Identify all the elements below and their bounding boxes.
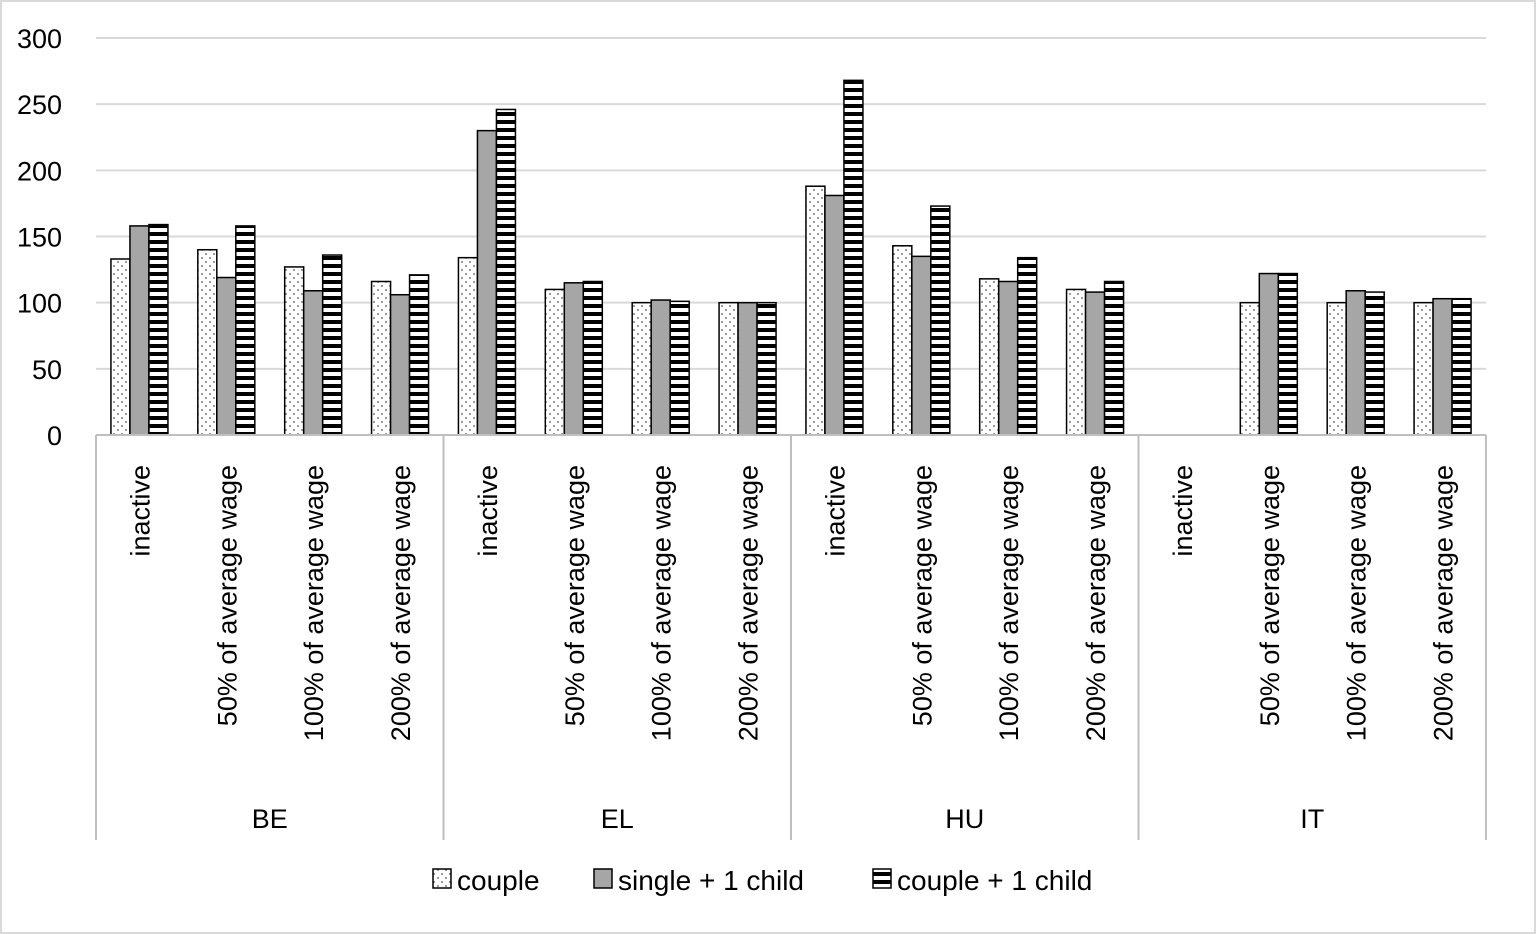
bar-single-1-child xyxy=(1432,297,1453,436)
bar-single-1-child xyxy=(650,299,671,436)
bar-couple-1-child xyxy=(582,280,604,436)
bar-couple-1-child xyxy=(148,223,169,436)
category-label: 50% of average wage xyxy=(212,465,242,726)
category-label: inactive xyxy=(125,465,155,557)
group-labels: BE EL HU IT xyxy=(252,804,1325,834)
bar-single-1-child xyxy=(476,129,498,436)
legend-swatch xyxy=(593,868,613,889)
bar-couple-1-child xyxy=(1277,272,1299,436)
bar-couple xyxy=(457,256,479,436)
bar-couple-1-child xyxy=(408,274,430,436)
bar-single-1-child xyxy=(302,290,324,436)
bar-single-1-child xyxy=(1084,291,1106,436)
bar-couple xyxy=(805,185,826,436)
bar-single-1-child xyxy=(129,225,150,436)
y-tick-label: 200 xyxy=(17,156,62,186)
y-tick-label: 100 xyxy=(17,289,62,319)
bar-single-1-child xyxy=(911,255,932,436)
x-axis xyxy=(95,434,1487,840)
category-label: 200% of average wage xyxy=(1081,465,1111,741)
category-label: inactive xyxy=(820,465,850,557)
category-label: 100% of average wage xyxy=(647,465,677,741)
category-label: 50% of average wage xyxy=(1255,465,1285,726)
bar-couple xyxy=(1413,301,1434,436)
y-tick-label: 250 xyxy=(17,90,62,120)
bar-single-1-child xyxy=(1345,290,1366,436)
bar-couple-1-child xyxy=(1103,280,1125,436)
category-label: 50% of average wage xyxy=(907,465,937,726)
bar-single-1-child xyxy=(216,276,237,436)
bar-single-1-child xyxy=(1258,272,1280,436)
category-label: inactive xyxy=(473,465,503,557)
y-axis-ticks: 0 50 100 150 200 250 300 xyxy=(17,24,62,451)
bar-couple xyxy=(892,245,913,436)
group-label: BE xyxy=(252,804,288,834)
bar-couple-1-child xyxy=(843,79,864,436)
bar-single-1-child xyxy=(563,282,585,436)
y-tick-label: 50 xyxy=(32,355,62,385)
category-label: inactive xyxy=(1168,465,1198,557)
bar-couple xyxy=(631,301,652,436)
category-labels: inactive 50% of average wage 100% of avera… xyxy=(125,465,1458,741)
bar-single-1-child xyxy=(997,280,1019,436)
legend: couple single + 1 child couple + 1 child xyxy=(432,865,1092,896)
category-label: 200% of average wage xyxy=(1429,465,1459,741)
bar-couple xyxy=(1239,301,1261,436)
bar-couple xyxy=(283,266,305,436)
y-tick-label: 150 xyxy=(17,223,62,253)
y-tick-label: 300 xyxy=(17,24,62,54)
bar-couple xyxy=(1326,301,1347,436)
bar-couple-1-child xyxy=(669,300,690,436)
bar-couple xyxy=(718,301,739,436)
legend-swatch xyxy=(872,868,892,889)
bar-couple xyxy=(978,278,1000,436)
group-label: IT xyxy=(1300,804,1324,834)
bar-couple-1-child xyxy=(1451,297,1472,436)
bar-couple xyxy=(197,248,218,436)
bar-couple-1-child xyxy=(1016,256,1038,436)
bar-couple-1-child xyxy=(495,108,517,436)
category-label: 100% of average wage xyxy=(994,465,1024,741)
bar-couple xyxy=(544,288,566,436)
category-label: 50% of average wage xyxy=(560,465,590,726)
bar-single-1-child xyxy=(737,301,758,436)
bar-single-1-child xyxy=(824,194,845,436)
y-tick-label: 0 xyxy=(47,421,62,451)
bar-couple xyxy=(370,280,392,436)
category-label: 100% of average wage xyxy=(299,465,329,741)
legend-label: couple + 1 child xyxy=(897,865,1092,896)
category-label: 200% of average wage xyxy=(734,465,764,741)
bar-couple xyxy=(1065,288,1087,436)
bar-couple-1-child xyxy=(1364,291,1385,436)
group-label: EL xyxy=(601,804,634,834)
legend-label: couple xyxy=(457,865,540,896)
group-label: HU xyxy=(945,804,984,834)
bar-single-1-child xyxy=(389,293,411,436)
bar-couple-1-child xyxy=(756,301,777,436)
legend-swatch xyxy=(432,868,452,889)
bar-couple-1-child xyxy=(930,205,951,436)
category-label: 200% of average wage xyxy=(386,465,416,741)
bar-couple-1-child xyxy=(321,254,343,436)
bar-couple-1-child xyxy=(235,225,256,436)
legend-label: single + 1 child xyxy=(618,865,804,896)
bar-couple xyxy=(110,258,131,436)
category-label: 100% of average wage xyxy=(1342,465,1372,741)
